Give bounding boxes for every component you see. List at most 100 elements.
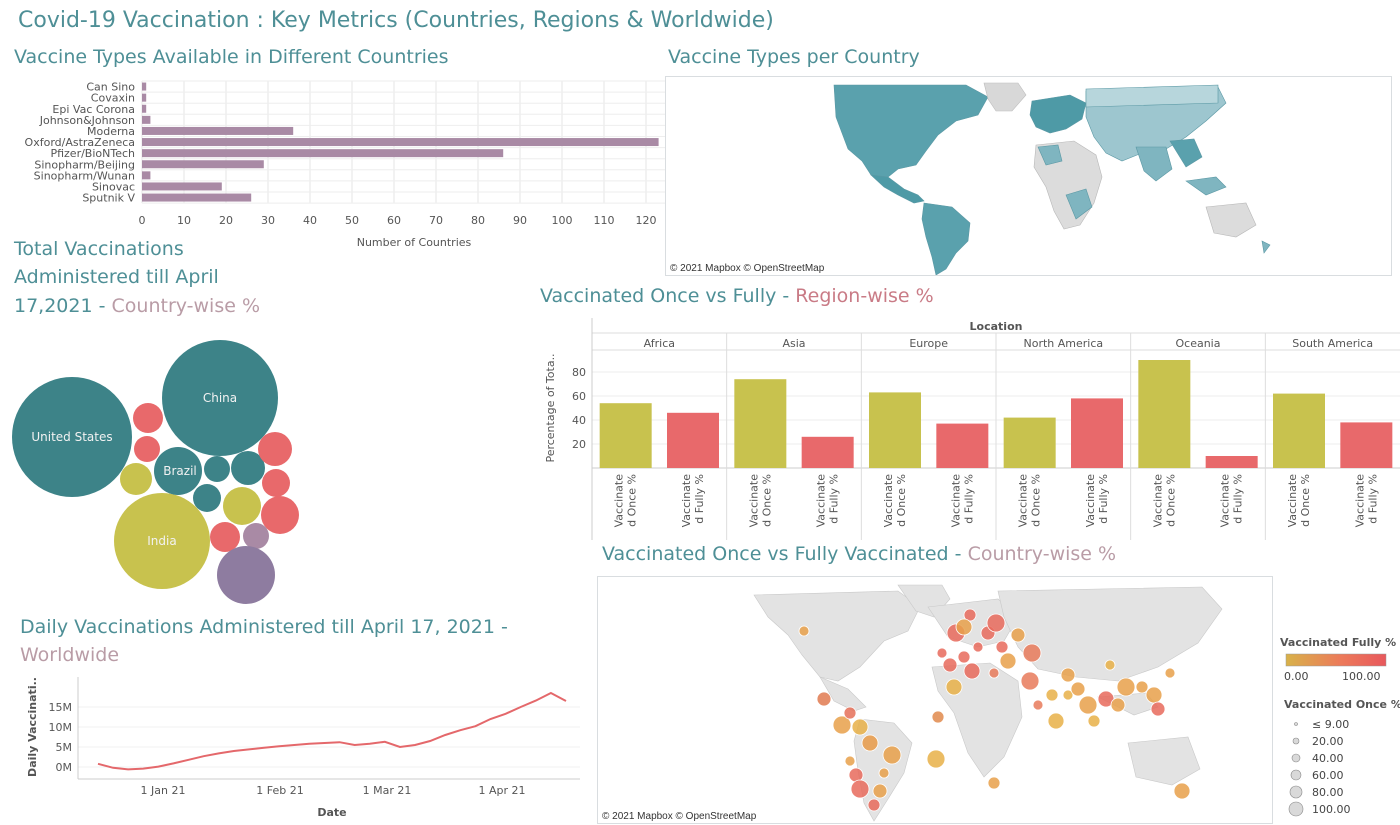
map-bubble[interactable] [798, 625, 810, 637]
map-bubble[interactable] [963, 662, 981, 680]
bar-once[interactable] [734, 379, 787, 468]
map-bubble[interactable] [957, 650, 971, 664]
bubble[interactable] [231, 451, 265, 485]
map-bubble[interactable] [931, 710, 945, 724]
map-bubble[interactable] [1032, 699, 1044, 711]
map-bubble[interactable] [926, 749, 946, 769]
map-bubble[interactable] [1070, 681, 1086, 697]
bubble[interactable] [243, 523, 269, 549]
bar-once[interactable] [1273, 393, 1325, 468]
map-bubble[interactable] [1060, 667, 1076, 683]
map-bubble[interactable] [1173, 782, 1191, 800]
map-bubble[interactable] [1022, 643, 1042, 663]
bubble[interactable] [210, 522, 240, 552]
bubble[interactable] [223, 487, 261, 525]
bubble-united-states[interactable] [12, 377, 132, 497]
vaccinated-bubble-map[interactable]: Vaccinated Fully % © 2021 Mapbox © OpenS… [597, 576, 1273, 824]
map-bubble[interactable] [999, 652, 1017, 670]
bar[interactable] [142, 126, 294, 135]
world-map-bubbles[interactable]: Vaccinated Fully % © 2021 Mapbox © OpenS… [598, 577, 1272, 823]
map-bubble[interactable] [872, 783, 888, 799]
bar[interactable] [142, 149, 504, 158]
bar[interactable] [142, 82, 147, 91]
bubble[interactable] [120, 463, 152, 495]
map-bubble[interactable] [1104, 659, 1116, 671]
bubble[interactable] [261, 496, 299, 534]
map-bubble[interactable] [844, 755, 856, 767]
map-bubble[interactable] [995, 640, 1009, 654]
map-bubble[interactable] [1087, 714, 1101, 728]
map-bubble[interactable] [942, 657, 958, 673]
map-bubble[interactable] [1150, 701, 1166, 717]
daily-vaccinations-line-chart[interactable]: 0M 5M 10M 15M 1 Jan 21 1 Feb 21 1 Mar 21 1 Apr … [0, 675, 590, 823]
daily-vaccinations-line[interactable] [97, 691, 567, 771]
map-bubble[interactable] [851, 718, 869, 736]
map-bubble[interactable] [987, 776, 1001, 790]
bar-fully[interactable] [936, 423, 989, 468]
map-bubble[interactable] [1110, 697, 1126, 713]
map-bubble[interactable] [850, 779, 870, 799]
bubble-label-china: China [203, 391, 237, 405]
bar-fully[interactable] [1071, 398, 1123, 468]
size-legend: ≤ 9.00 20.00 40.00 60.00 80.00 100.00 [1288, 718, 1351, 817]
bar-fully[interactable] [801, 436, 854, 468]
map-bubble[interactable] [1135, 680, 1149, 694]
bubble[interactable] [134, 436, 160, 462]
bar-axis-label: d Once % [895, 474, 908, 527]
bar[interactable] [142, 104, 147, 113]
vaccine-types-title: Vaccine Types Available in Different Cou… [14, 46, 449, 68]
map-bubble[interactable] [1145, 686, 1163, 704]
bar[interactable] [142, 93, 147, 102]
bar-once[interactable] [1138, 360, 1191, 468]
map-bubble[interactable] [986, 613, 1006, 633]
bar[interactable] [142, 182, 222, 191]
bar[interactable] [142, 160, 264, 169]
bar-fully[interactable] [667, 412, 719, 468]
world-map-choropleth[interactable]: © 2021 Mapbox © OpenStreetMap [666, 77, 1391, 275]
map-bubble[interactable] [843, 706, 857, 720]
region-bar-chart[interactable]: Location 20 40 60 80 Percentage of Tota.. Afri… [536, 318, 1400, 540]
bar[interactable] [142, 115, 151, 124]
vaccine-types-map[interactable]: © 2021 Mapbox © OpenStreetMap [665, 76, 1392, 276]
bubble-india[interactable] [114, 493, 210, 589]
map-bubble[interactable] [1062, 689, 1074, 701]
bubble[interactable] [133, 403, 163, 433]
map-bubble[interactable] [867, 798, 881, 812]
bar-once[interactable] [869, 392, 921, 468]
bar[interactable] [142, 171, 151, 180]
bubble-brazil[interactable] [154, 447, 202, 495]
map-bubble[interactable] [988, 667, 1000, 679]
map-bubble[interactable] [1116, 677, 1136, 697]
map-bubble[interactable] [963, 608, 977, 622]
map-bubble[interactable] [832, 715, 852, 735]
bubble[interactable] [262, 469, 290, 497]
bar[interactable] [142, 138, 659, 147]
map-bubble[interactable] [882, 745, 902, 765]
bar[interactable] [142, 193, 252, 202]
bubble[interactable] [193, 484, 221, 512]
map-bubble[interactable] [945, 678, 963, 696]
map-bubble[interactable] [1010, 627, 1026, 643]
map-bubble[interactable] [1020, 671, 1040, 691]
map-bubble[interactable] [936, 647, 948, 659]
bar-fully[interactable] [1340, 422, 1393, 468]
map-bubble[interactable] [878, 767, 890, 779]
map-bubble[interactable] [1047, 712, 1065, 730]
map-bubble[interactable] [861, 734, 879, 752]
bubble[interactable] [217, 546, 275, 604]
bubble-china[interactable] [162, 340, 278, 456]
map-bubble[interactable] [972, 641, 984, 653]
bubble[interactable] [258, 432, 292, 466]
bar-once[interactable] [1003, 417, 1056, 468]
bubble[interactable] [204, 456, 230, 482]
map-bubble[interactable] [1045, 688, 1059, 702]
bar-once[interactable] [599, 403, 652, 468]
map-bubble[interactable] [816, 691, 832, 707]
category-label: Can Sino [86, 81, 135, 94]
bar-fully[interactable] [1205, 456, 1258, 468]
vaccination-bubble-chart[interactable]: United States China Brazil India [0, 325, 320, 615]
map-bubble[interactable] [1164, 667, 1176, 679]
map-bubble[interactable] [1078, 695, 1098, 715]
map-bubble[interactable] [955, 618, 973, 636]
